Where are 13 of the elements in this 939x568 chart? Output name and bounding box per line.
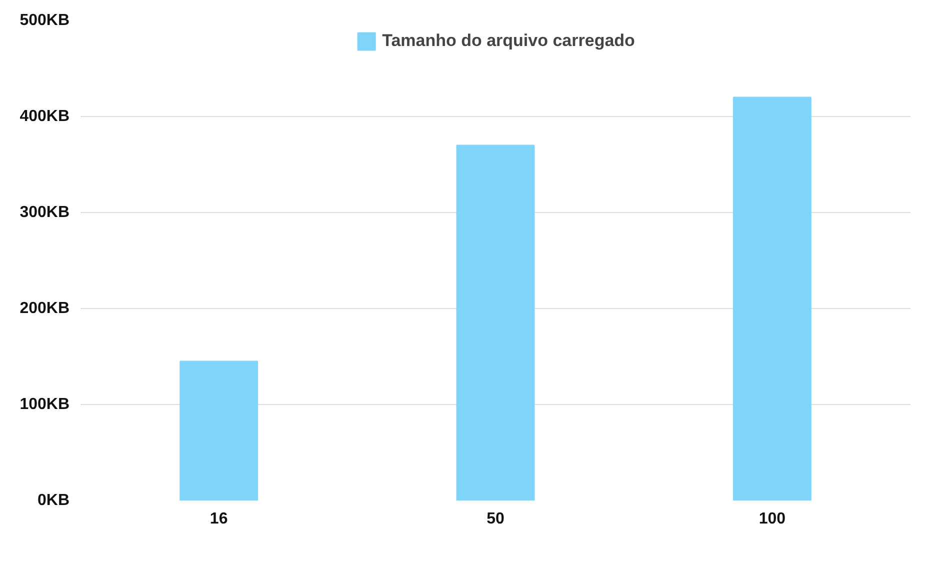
y-tick-label: 400KB — [20, 108, 70, 125]
x-tick-label: 50 — [486, 510, 504, 528]
y-tick-label: 100KB — [20, 396, 70, 413]
legend-label: Tamanho do arquivo carregado — [382, 31, 635, 51]
y-tick-label: 0KB — [37, 492, 70, 509]
x-tick-label: 100 — [758, 510, 786, 528]
bar — [732, 96, 812, 500]
bar — [180, 360, 258, 500]
y-tick-label: 300KB — [20, 204, 70, 221]
x-tick-label: 16 — [210, 510, 228, 528]
y-tick-label: 200KB — [20, 300, 70, 317]
y-tick-label: 500KB — [20, 12, 70, 29]
bar — [456, 144, 535, 500]
